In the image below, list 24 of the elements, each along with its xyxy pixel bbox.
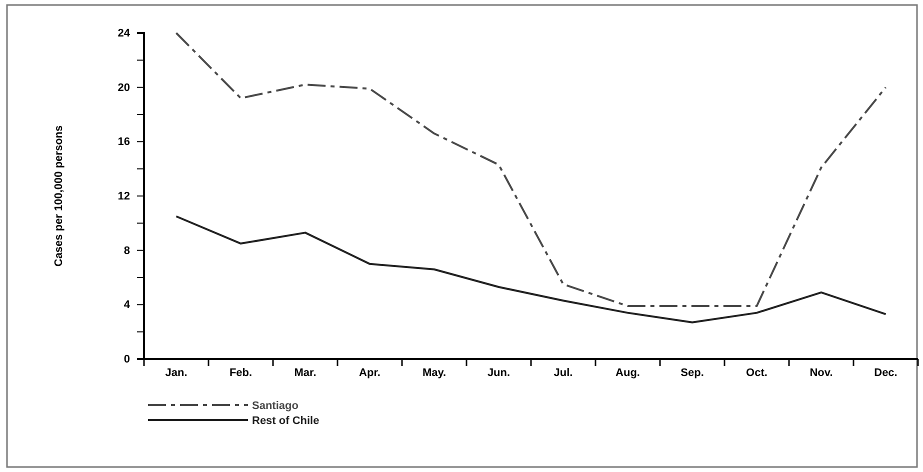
text: Rest of Chile (252, 415, 320, 427)
y-tick-label: 0 (124, 354, 130, 366)
y-tick-label: 24 (118, 28, 131, 40)
x-tick-label: Apr. (359, 367, 380, 379)
x-tick-label: Jul. (554, 367, 573, 379)
x-tick-label: Sep. (680, 367, 704, 379)
line-series (175, 32, 887, 308)
y-tick-label: 4 (124, 299, 131, 312)
x-tick-label: Nov. (810, 367, 833, 379)
x-tick-label: Feb. (229, 367, 252, 379)
y-tick-label: 8 (124, 244, 130, 257)
x-tick-label: May. (422, 367, 446, 379)
y-axis-title: Cases per 100,000 persons (53, 125, 65, 267)
line-series (175, 215, 887, 324)
x-tick-label: Oct. (746, 367, 768, 379)
x-tick-label: Jun. (487, 367, 510, 379)
y-tick-label: 16 (118, 136, 130, 148)
x-tick-label: Dec. (874, 367, 898, 379)
x-tick-label: Jan. (165, 367, 188, 379)
text: Santiago (252, 400, 299, 412)
x-tick-label: Mar. (294, 367, 316, 379)
y-tick-label: 20 (118, 82, 130, 94)
x-tick-label: Aug. (616, 367, 640, 379)
y-tick-label: 12 (118, 190, 130, 203)
